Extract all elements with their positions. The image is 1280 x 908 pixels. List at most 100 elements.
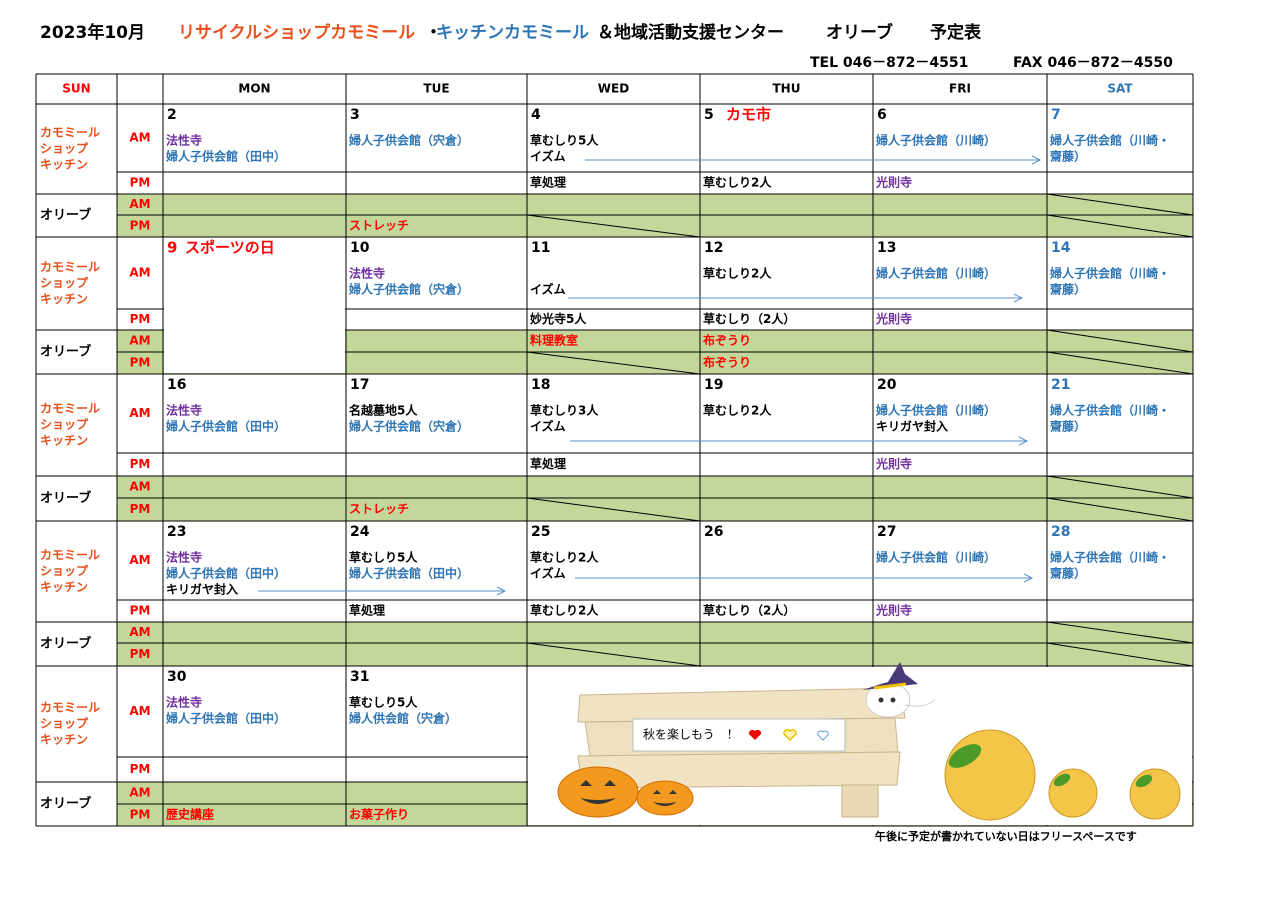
slot-label: AM <box>129 266 150 280</box>
pumpkin <box>636 780 694 816</box>
slot-label: AM <box>129 480 150 494</box>
cell-border <box>526 497 701 522</box>
slot-label: AM <box>129 131 150 145</box>
row-label: キッチン <box>40 158 88 172</box>
schedule-entry: 草むしり2人 <box>703 175 772 190</box>
date: 3 <box>350 107 360 123</box>
schedule-entry: 法性寺 <box>166 133 202 148</box>
schedule-entry: 婦人子供会館（川崎） <box>875 266 996 281</box>
date: 7 <box>1051 107 1061 123</box>
title-part: オリーブ <box>826 22 893 43</box>
row-label: カモミール <box>40 548 100 562</box>
arrow-head <box>1031 155 1042 165</box>
sign-box <box>632 718 846 752</box>
date: 11 <box>531 240 550 256</box>
date: 14 <box>1051 240 1071 256</box>
date: 31 <box>350 669 369 685</box>
schedule-entry: 草むしり2人 <box>530 550 599 565</box>
slot-label: PM <box>130 604 151 618</box>
date: 20 <box>877 377 897 393</box>
cell-border <box>1046 497 1194 522</box>
row-label: ショップ <box>40 141 89 156</box>
title-part: キッチンカモミール <box>436 23 589 43</box>
schedule-entry: 婦人子供会館（田中） <box>165 566 286 581</box>
row-label: オリーブ <box>40 636 91 652</box>
autumn-illustration: 秋を楽しもう ！ <box>557 662 1181 821</box>
pear-leaf <box>1135 774 1153 788</box>
pear <box>1048 768 1098 818</box>
schedule-entry: 法性寺 <box>349 266 385 281</box>
title-part: ・ <box>425 23 442 43</box>
row-label: オリーブ <box>40 344 91 360</box>
day-header: SUN <box>62 82 90 96</box>
slot-label: PM <box>130 647 151 661</box>
date: 30 <box>167 669 187 685</box>
cell-border <box>1046 642 1194 667</box>
date: 19 <box>704 377 723 393</box>
schedule-entry: 婦人子供会館（川崎・ <box>1049 133 1170 148</box>
date: 25 <box>531 524 550 540</box>
row-label: カモミール <box>40 126 100 140</box>
day-header: TUE <box>423 82 449 96</box>
cell-border <box>526 351 701 375</box>
cell-border <box>1046 214 1194 238</box>
cell-border <box>1046 193 1194 216</box>
schedule-entry: 草むしり（2人） <box>703 603 795 618</box>
schedule-entry: イズム <box>530 282 566 297</box>
schedule-entry: 光則寺 <box>875 311 912 326</box>
pumpkin-face <box>653 790 677 806</box>
pear <box>944 729 1036 821</box>
schedule-entry: 婦人供会館（宍倉） <box>348 711 457 726</box>
schedule-entry: 布ぞうり <box>703 355 751 370</box>
schedule-entry: 草むしり5人 <box>349 550 418 565</box>
schedule-entry: 婦人子供会館（川崎） <box>875 133 996 148</box>
row-label: キッチン <box>40 434 88 448</box>
schedule-entry: 齋藤） <box>1049 149 1086 164</box>
date: 24 <box>350 524 370 540</box>
cell-border <box>1046 475 1194 499</box>
date-note: カモ市 <box>726 106 771 124</box>
schedule-entry: 布ぞうり <box>703 333 751 348</box>
date: 17 <box>350 377 369 393</box>
row-label: キッチン <box>40 733 88 747</box>
schedule-entry: 草処理 <box>530 175 566 190</box>
slot-label: AM <box>129 786 150 800</box>
date: 13 <box>877 240 896 256</box>
schedule-entry: 草むしり2人 <box>703 266 772 281</box>
cell-border <box>1046 621 1194 644</box>
cell-border <box>1046 329 1194 353</box>
schedule-entry: 草むしり2人 <box>703 403 772 418</box>
schedule-entry: 光則寺 <box>875 456 912 471</box>
schedule-entry: 草処理 <box>349 603 385 618</box>
slot-label: AM <box>129 553 150 567</box>
schedule-entry: 料理教室 <box>530 333 578 348</box>
slot-label: PM <box>130 356 151 370</box>
date: 2 <box>167 107 177 123</box>
schedule-entry: 婦人子供会館（田中） <box>165 419 286 434</box>
row-label: カモミール <box>40 701 100 715</box>
schedule-entry: ストレッチ <box>349 219 409 233</box>
slot-label: PM <box>130 219 151 233</box>
pear-leaf <box>1053 773 1071 787</box>
row-label: オリーブ <box>40 796 91 812</box>
schedule-entry: 婦人子供会館（宍倉） <box>348 282 469 297</box>
schedule-entry: 婦人子供会館（川崎） <box>875 403 996 418</box>
row-label: オリーブ <box>40 490 91 506</box>
ghost-eye <box>878 697 884 703</box>
slot-label: AM <box>129 406 150 420</box>
slot-label: PM <box>130 176 151 190</box>
slot-label: AM <box>129 704 150 718</box>
schedule-entry: 草処理 <box>530 456 566 471</box>
schedule-entry: 齋藤） <box>1049 566 1086 581</box>
slot-label: AM <box>129 197 150 211</box>
schedule-entry: 妙光寺5人 <box>530 311 587 326</box>
pear <box>1129 768 1181 820</box>
schedule-entry: 名越墓地5人 <box>349 403 418 418</box>
olive-row-fill <box>117 622 1193 666</box>
date: 27 <box>877 524 896 540</box>
slot-label: PM <box>130 762 151 776</box>
day-header: FRI <box>949 82 971 96</box>
heart-icon <box>748 729 762 740</box>
row-label: ショップ <box>40 417 89 432</box>
